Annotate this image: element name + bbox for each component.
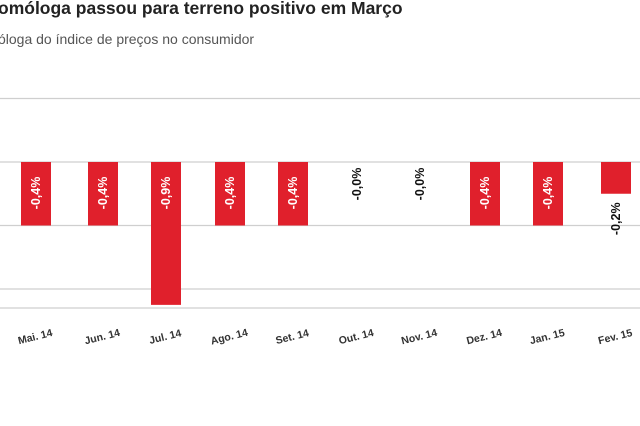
category-label: Out. 14 <box>338 327 376 347</box>
bar <box>533 162 563 226</box>
category-label: Dez. 14 <box>465 327 503 347</box>
bar <box>215 162 245 226</box>
data-label: -0,4% <box>223 177 237 210</box>
data-label: -0,4% <box>286 177 300 210</box>
data-label: -0,9% <box>159 177 173 210</box>
data-label: -0,0% <box>350 168 364 201</box>
data-label: -0,4% <box>478 177 492 210</box>
chart-title: omóloga passou para terreno positivo em … <box>0 0 403 18</box>
category-label: Mai. 14 <box>17 327 54 347</box>
bar <box>21 162 51 226</box>
bar <box>278 162 308 226</box>
data-label: -0,4% <box>96 177 110 210</box>
category-label: Jun. 14 <box>83 327 121 347</box>
category-label: Nov. 14 <box>400 327 439 348</box>
bars <box>21 162 631 305</box>
category-label: Set. 14 <box>274 327 310 347</box>
data-label: -0,4% <box>541 177 555 210</box>
data-labels: -0,4% -0,4% -0,9% -0,4% -0,4% -0,0% -0,0% -0,4%… <box>29 168 623 235</box>
category-label: Ago. 14 <box>209 327 249 348</box>
category-label: Jan. 15 <box>529 327 567 347</box>
chart-subtitle: óloga do índice de preços no consumidor <box>0 31 255 47</box>
bar <box>470 162 500 226</box>
bar <box>151 162 181 305</box>
category-label: Jul. 14 <box>148 327 183 347</box>
data-label: -0,4% <box>29 177 43 210</box>
bar <box>601 162 631 194</box>
category-labels: Mai. 14 Jun. 14 Jul. 14 Ago. 14 Set. 14 Out. … <box>17 327 634 348</box>
bar <box>88 162 118 226</box>
category-label: Fev. 15 <box>597 327 634 347</box>
data-label: -0,2% <box>609 202 623 235</box>
data-label: -0,0% <box>413 168 427 201</box>
